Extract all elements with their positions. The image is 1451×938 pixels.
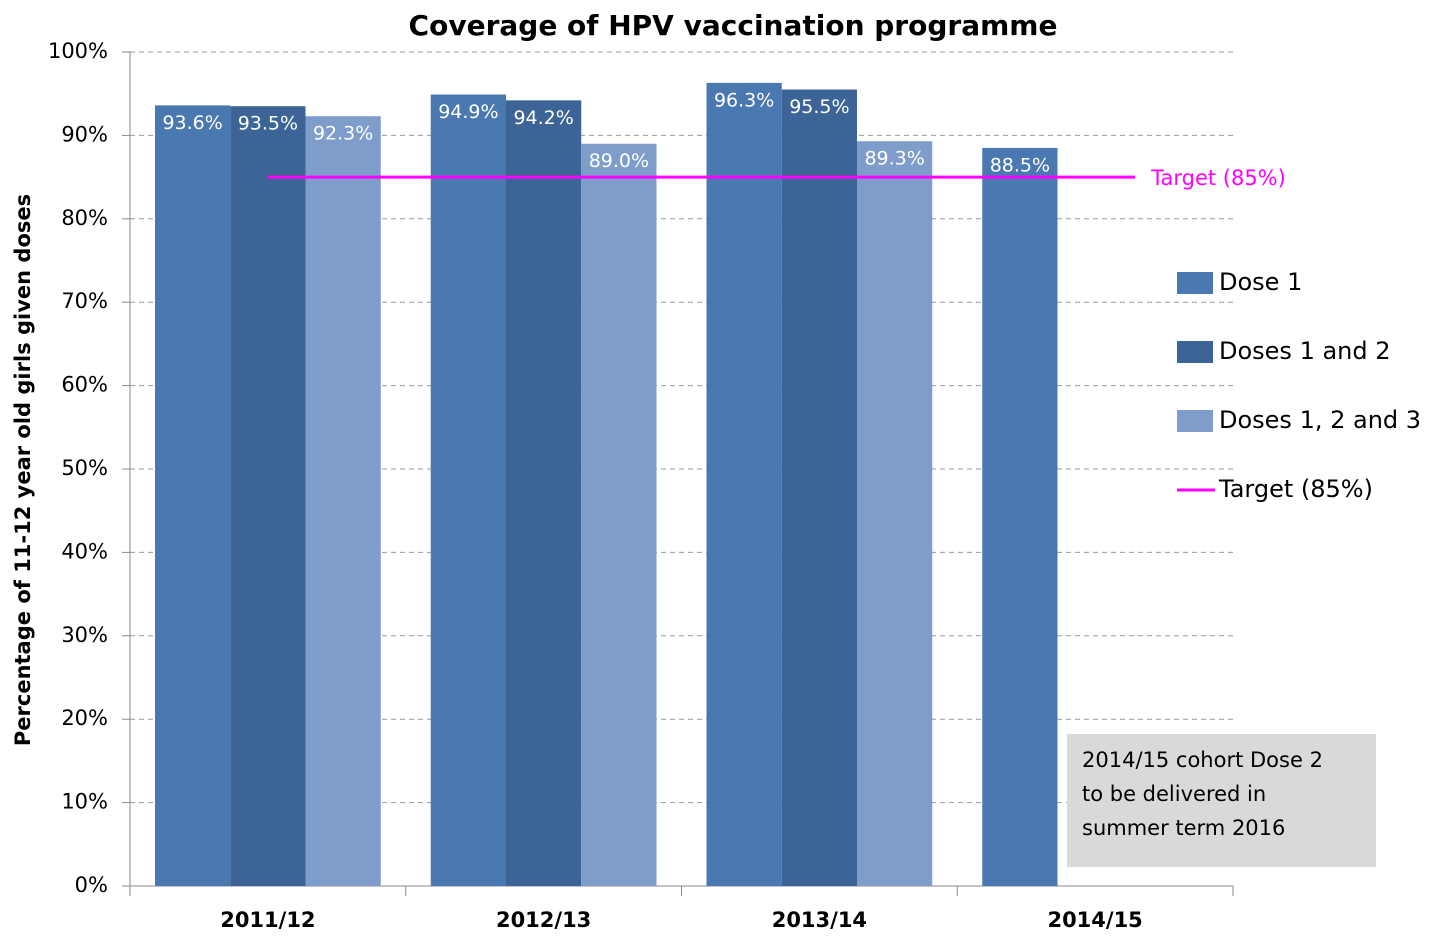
x-tick-label: 2011/12: [220, 908, 315, 932]
bar: [781, 89, 857, 886]
legend-label: Doses 1, 2 and 3: [1219, 406, 1421, 434]
legend-label: Target (85%): [1218, 475, 1373, 503]
legend-swatch: [1177, 341, 1213, 363]
bar: [155, 105, 231, 887]
bar: [581, 143, 657, 887]
value-label: 94.2%: [513, 107, 573, 129]
note-text: summer term 2016: [1082, 816, 1285, 840]
bar: [982, 147, 1058, 886]
x-tick-label: 2014/15: [1047, 908, 1142, 932]
y-axis-title: Percentage of 11-12 year old girls given…: [11, 194, 35, 746]
value-label: 89.3%: [864, 148, 924, 170]
note-text: 2014/15 cohort Dose 2: [1082, 748, 1323, 772]
note-box: [1067, 734, 1376, 867]
bar: [305, 116, 381, 886]
value-label: 92.3%: [313, 123, 373, 145]
y-tick-label: 60%: [61, 373, 108, 397]
value-label: 93.6%: [162, 112, 222, 134]
bar: [857, 141, 933, 886]
bar: [506, 100, 582, 886]
value-label: 95.5%: [789, 96, 849, 118]
bar: [230, 106, 306, 886]
y-tick-label: 70%: [61, 289, 108, 313]
y-tick-label: 50%: [61, 456, 108, 480]
target-label: Target (85%): [1150, 166, 1286, 190]
legend-swatch: [1177, 410, 1213, 432]
legend-label: Dose 1: [1219, 268, 1302, 296]
legend-swatch: [1177, 272, 1213, 294]
y-tick-label: 10%: [61, 790, 108, 814]
value-label: 93.5%: [238, 113, 298, 135]
bar: [706, 82, 782, 886]
legend-label: Doses 1 and 2: [1219, 337, 1391, 365]
chart-title: Coverage of HPV vaccination programme: [409, 9, 1058, 42]
value-label: 89.0%: [589, 150, 649, 172]
x-tick-label: 2012/13: [496, 908, 591, 932]
y-tick-label: 0%: [75, 873, 108, 897]
y-tick-label: 40%: [61, 539, 108, 563]
value-label: 88.5%: [990, 154, 1050, 176]
x-tick-label: 2013/14: [772, 908, 867, 932]
bar: [430, 94, 506, 886]
value-label: 96.3%: [714, 89, 774, 111]
y-tick-label: 90%: [61, 122, 108, 146]
y-tick-label: 20%: [61, 706, 108, 730]
note-text: to be delivered in: [1082, 782, 1266, 806]
y-tick-label: 80%: [61, 206, 108, 230]
y-tick-label: 30%: [61, 623, 108, 647]
y-tick-label: 100%: [48, 39, 108, 63]
value-label: 94.9%: [438, 101, 498, 123]
